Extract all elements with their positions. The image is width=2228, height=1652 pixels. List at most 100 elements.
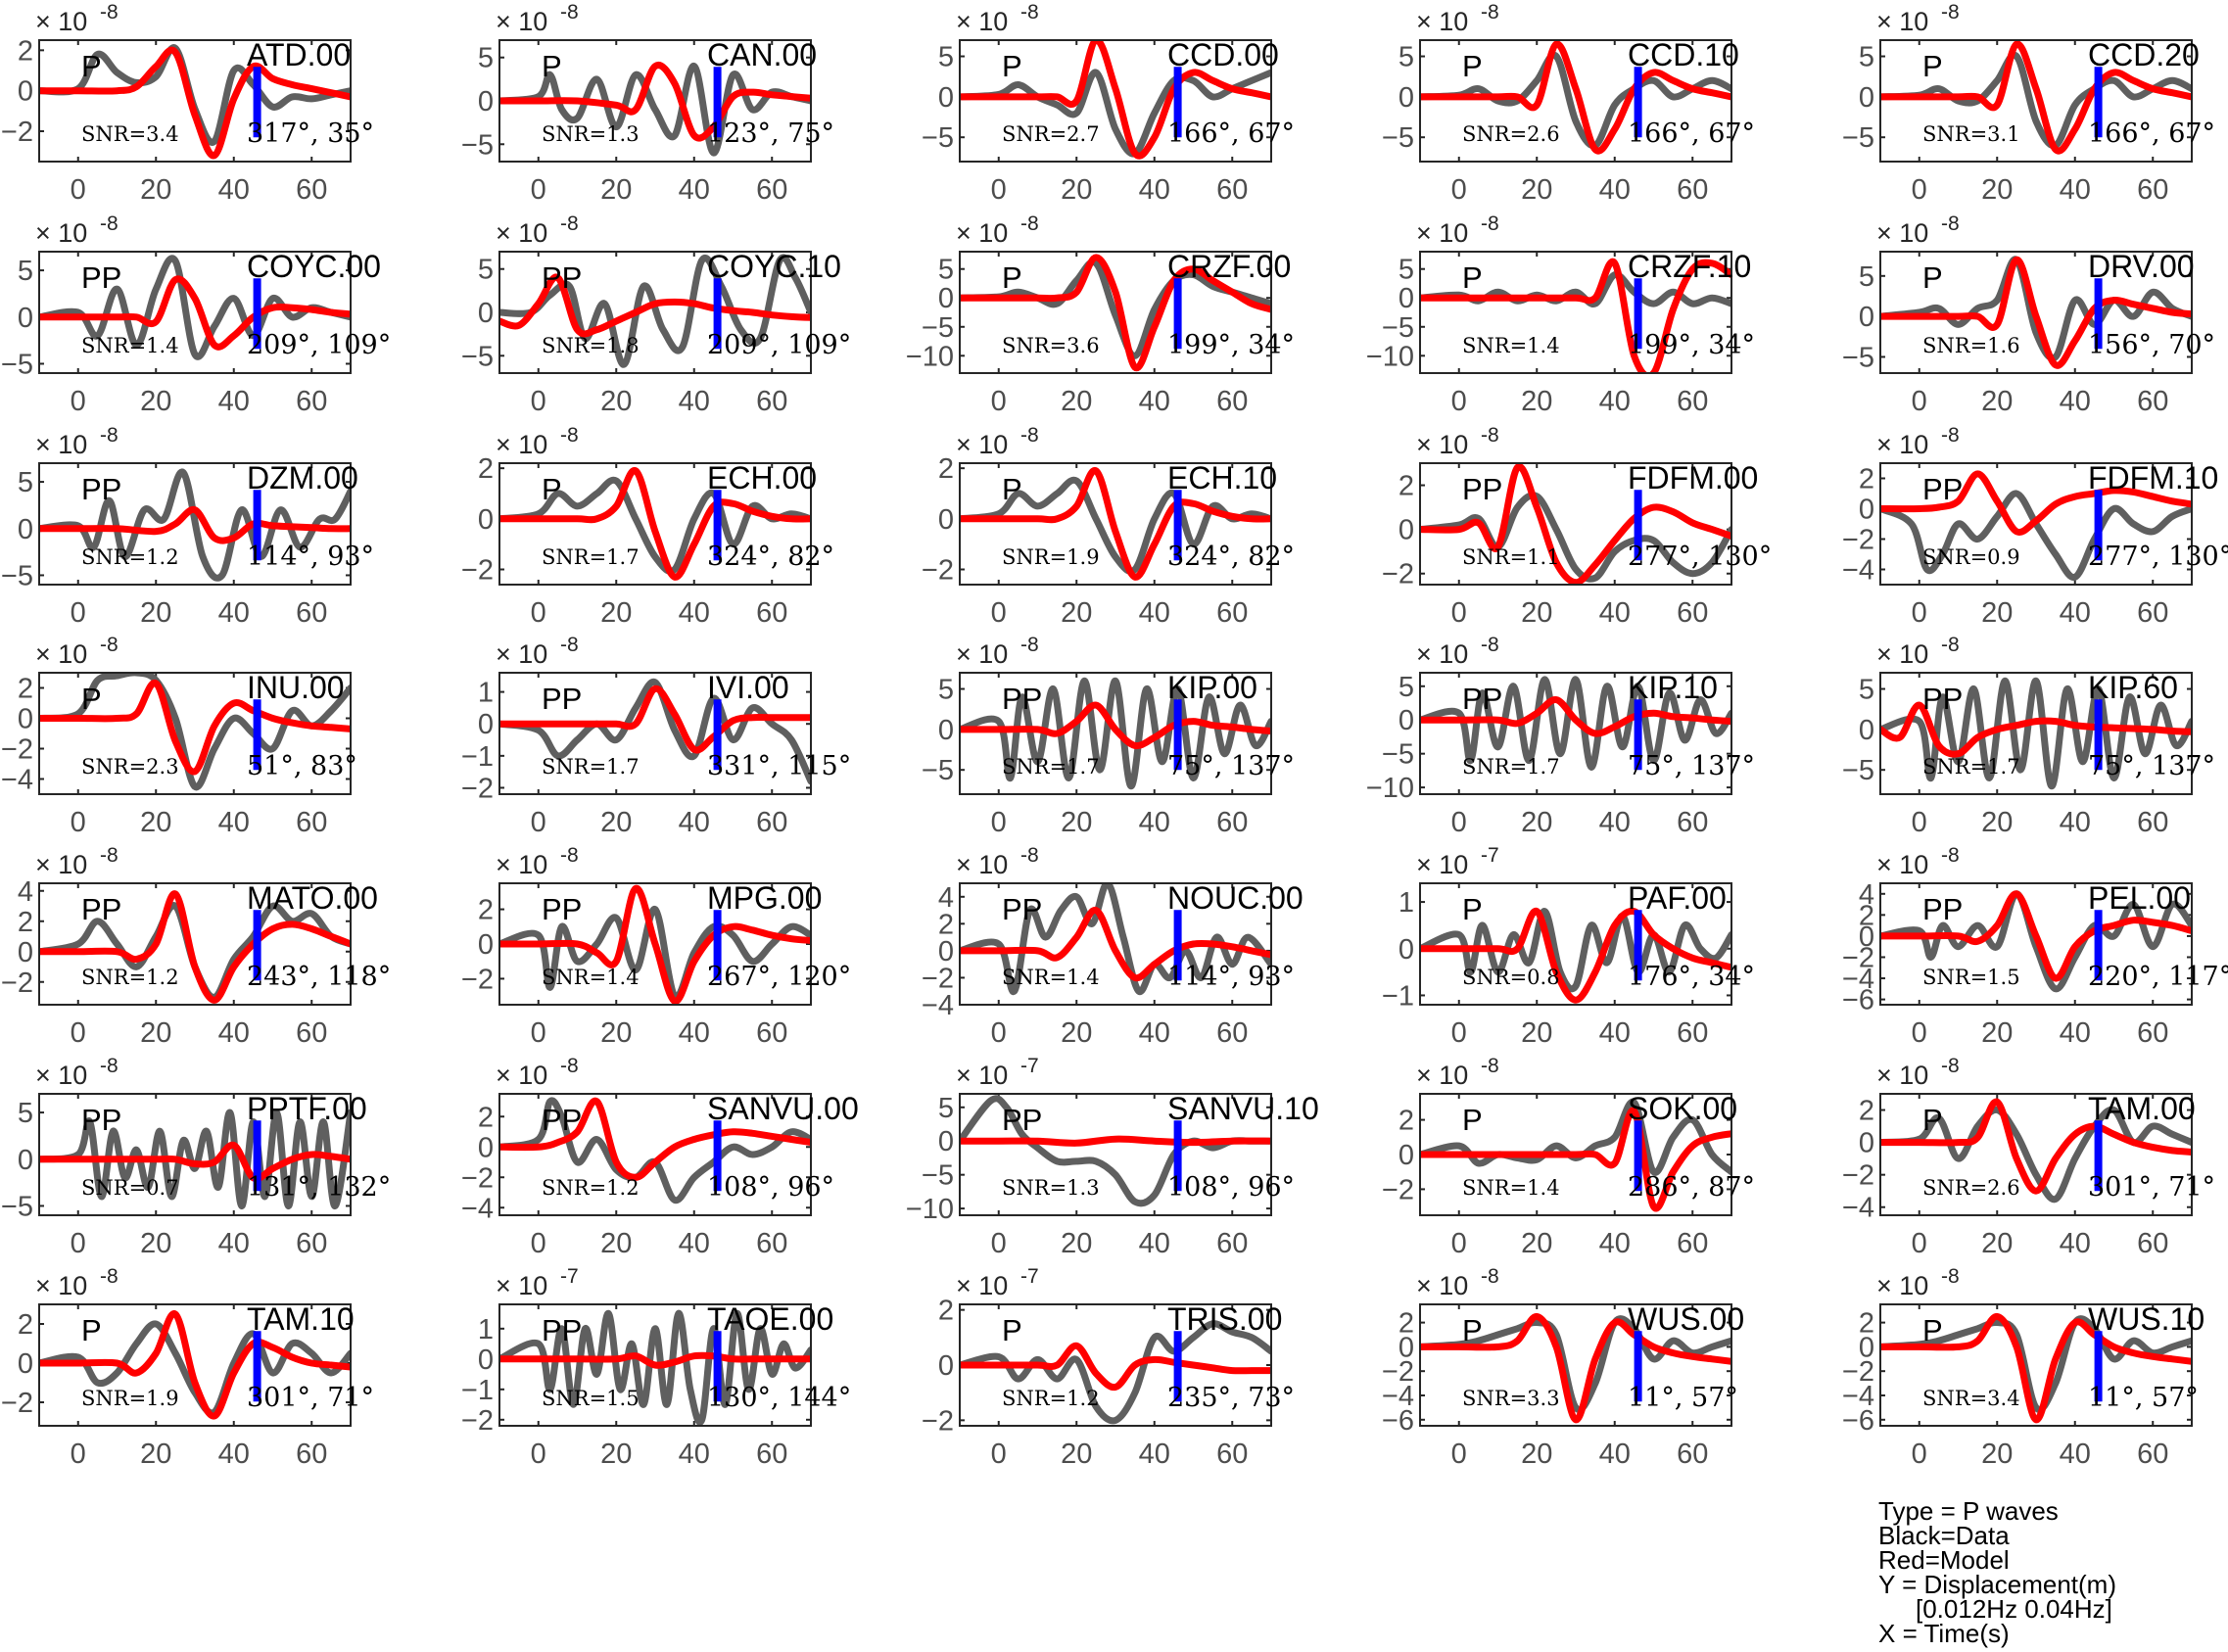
model-trace xyxy=(499,1351,811,1369)
panel-ccd-10: × 10 -8 −5 0 5 0 20 40 60 P CCD.10 SNR=2.6 166°, 67° xyxy=(1382,1,1755,206)
exponent-label: × 10 xyxy=(1876,639,1928,669)
y-tick-label: −2 xyxy=(461,1162,494,1194)
x-tick-label: 20 xyxy=(600,1439,632,1470)
azimuth-label: 108°, 96° xyxy=(707,1172,834,1203)
x-tick-label: 40 xyxy=(218,1017,250,1049)
azimuth-label: 277°, 130° xyxy=(1628,542,1772,572)
azimuth-label: 11°, 57° xyxy=(2088,1383,2199,1413)
axes-frame xyxy=(38,1303,352,1427)
model-trace xyxy=(1420,40,1731,155)
x-tick-label: 0 xyxy=(1451,1228,1467,1259)
axes-frame xyxy=(1879,1093,2193,1216)
azimuth-label: 130°, 144° xyxy=(707,1383,851,1413)
y-tick-label: −10 xyxy=(1366,773,1414,804)
y-tick-label: −4 xyxy=(461,1193,494,1224)
exponent-value: -8 xyxy=(560,634,579,656)
x-tick-label: 40 xyxy=(2060,1439,2091,1470)
exponent-label: × 10 xyxy=(1416,7,1468,36)
phase-label: PP xyxy=(81,472,121,506)
azimuth-label: 114°, 93° xyxy=(1167,962,1295,992)
y-tick-label: 0 xyxy=(18,76,33,108)
x-tick-label: 40 xyxy=(1599,807,1631,838)
exponent-value: -8 xyxy=(100,634,119,656)
x-tick-label: 0 xyxy=(991,1017,1007,1049)
exponent-label: × 10 xyxy=(496,639,547,669)
axes-frame xyxy=(498,251,812,374)
snr-label: SNR=2.6 xyxy=(1462,122,1560,146)
y-tick-label: 2 xyxy=(938,909,954,940)
exponent-value: -8 xyxy=(1481,634,1499,656)
axes-frame xyxy=(959,672,1272,795)
y-tick-label: 2 xyxy=(18,35,33,67)
x-tick-label: 20 xyxy=(140,1439,171,1470)
model-trace xyxy=(960,701,1271,750)
snr-label: SNR=1.7 xyxy=(542,545,640,569)
exponent-label: × 10 xyxy=(956,1061,1008,1090)
x-tick-label: 60 xyxy=(756,597,787,629)
y-tick-label: 5 xyxy=(938,42,954,73)
x-tick-label: 60 xyxy=(2137,1228,2168,1259)
x-tick-label: 60 xyxy=(1216,807,1248,838)
exponent-label: × 10 xyxy=(1876,1271,1928,1300)
model-trace xyxy=(1420,1107,1731,1212)
snr-label: SNR=0.9 xyxy=(1922,545,2020,569)
y-tick-label: −6 xyxy=(1382,1405,1414,1437)
station-label: ECH.00 xyxy=(707,460,817,496)
y-tick-label: −5 xyxy=(1842,755,1874,786)
y-tick-label: −2 xyxy=(1382,1174,1414,1205)
axes-frame xyxy=(1419,1303,1732,1427)
x-tick-label: 60 xyxy=(2137,174,2168,206)
y-tick-label: −2 xyxy=(461,773,494,804)
snr-label: SNR=1.2 xyxy=(1002,1387,1100,1410)
axes-frame xyxy=(498,1093,812,1216)
snr-label: SNR=1.6 xyxy=(1922,334,2020,357)
axes-frame xyxy=(1419,251,1732,374)
y-tick-label: 0 xyxy=(18,1348,33,1380)
y-tick-label: −4 xyxy=(1842,555,1874,587)
y-tick-label: 0 xyxy=(1859,715,1874,746)
snr-label: SNR=2.3 xyxy=(81,755,179,779)
y-tick-label: −2 xyxy=(461,555,494,587)
x-tick-label: 0 xyxy=(71,1439,86,1470)
azimuth-label: 11°, 57° xyxy=(1628,1383,1738,1413)
x-tick-label: 60 xyxy=(1216,1017,1248,1049)
model-trace xyxy=(1420,258,1731,373)
azimuth-label: 75°, 137° xyxy=(1628,751,1755,781)
station-label: MPG.00 xyxy=(707,880,822,916)
y-tick-label: 2 xyxy=(1398,1106,1414,1137)
x-tick-label: 60 xyxy=(1677,174,1708,206)
x-tick-label: 60 xyxy=(1677,1017,1708,1049)
data-trace xyxy=(39,673,351,791)
y-tick-label: −2 xyxy=(461,1405,494,1437)
x-tick-label: 0 xyxy=(1451,1439,1467,1470)
phase-label: P xyxy=(1462,260,1483,295)
y-tick-label: 0 xyxy=(1398,283,1414,314)
phase-label: PP xyxy=(542,1313,582,1347)
x-tick-label: 0 xyxy=(1912,597,1927,629)
x-tick-label: 60 xyxy=(296,1228,327,1259)
exponent-label: × 10 xyxy=(496,218,547,248)
axes-frame xyxy=(498,1303,812,1427)
x-tick-label: 40 xyxy=(1139,1439,1170,1470)
axes-frame xyxy=(38,1093,352,1216)
y-tick-label: −5 xyxy=(922,312,954,344)
y-tick-label: 5 xyxy=(938,255,954,286)
azimuth-label: 199°, 34° xyxy=(1167,330,1295,360)
exponent-label: × 10 xyxy=(35,218,87,248)
phase-label: P xyxy=(1922,1313,1943,1347)
phase-label: PP xyxy=(1922,892,1963,926)
azimuth-label: 209°, 109° xyxy=(707,330,851,360)
station-label: KIP.60 xyxy=(2088,670,2178,705)
x-tick-label: 40 xyxy=(1599,597,1631,629)
x-tick-label: 0 xyxy=(991,597,1007,629)
x-tick-label: 40 xyxy=(2060,386,2091,417)
exponent-value: -8 xyxy=(1481,1265,1499,1288)
exponent-label: × 10 xyxy=(956,430,1008,459)
panel-can-00: × 10 -8 −5 0 5 0 20 40 60 P CAN.00 SNR=1.3 123°, 75° xyxy=(461,1,834,206)
